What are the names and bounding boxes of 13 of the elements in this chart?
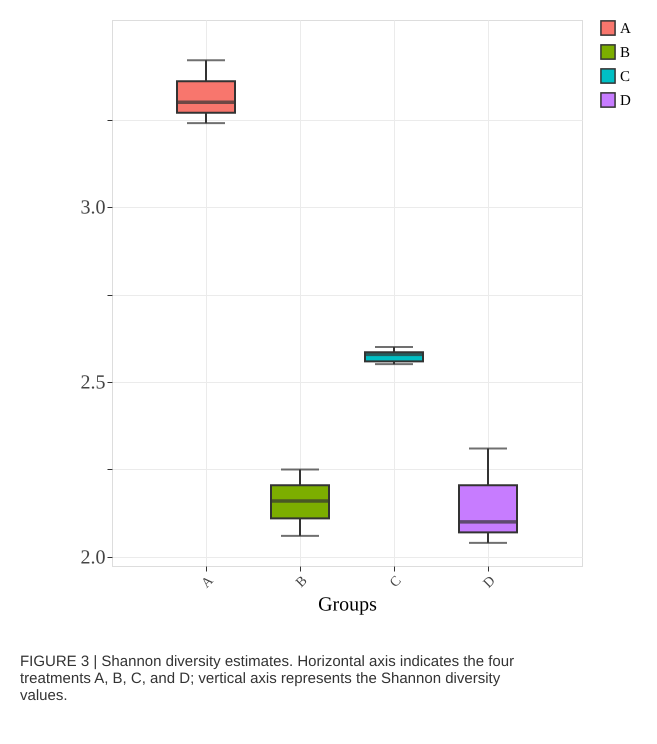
caption: FIGURE 3 | Shannon diversity estimates. Horizontal axis indicates the four treatments A, B, C, and D; vertical axis represents the Shannon diversity values.	[20, 653, 514, 704]
x-tick-label: A	[198, 572, 218, 592]
y-tick-label: 2.0	[80, 546, 106, 568]
y-tick-label: 2.5	[80, 372, 106, 394]
y-tick-label: 3.0	[80, 196, 106, 219]
legend-label: C	[620, 69, 630, 85]
x-tick-label: D	[480, 574, 499, 592]
x-tick-label: B	[293, 574, 311, 591]
legend-label: A	[620, 21, 631, 37]
x-tick-label: C	[387, 574, 405, 591]
x-axis-title: Groups	[318, 594, 378, 616]
legend-label: D	[620, 93, 631, 109]
legend-label: B	[620, 45, 630, 61]
